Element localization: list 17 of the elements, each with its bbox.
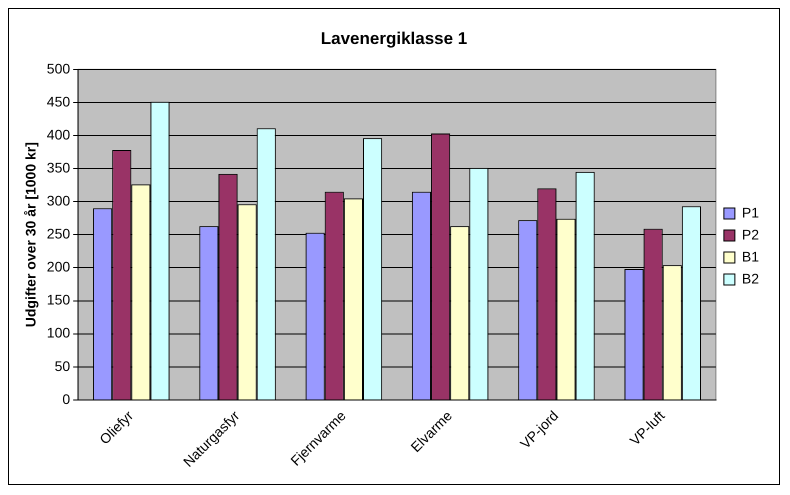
y-axis-title: Udgifter over 30 år [1000 kr] [22, 142, 38, 328]
y-tick-label: 50 [54, 358, 70, 374]
y-tick-label: 450 [46, 93, 70, 110]
y-tick-label: 200 [46, 258, 70, 275]
y-tick-label: 350 [46, 159, 70, 176]
y-tick-label: 300 [46, 192, 70, 208]
legend-label: P2 [742, 226, 760, 242]
legend-label: P1 [742, 204, 760, 220]
y-tick-label: 100 [46, 324, 70, 341]
y-tick-label: 150 [46, 292, 70, 308]
chart-title: Lavenergiklasse 1 [320, 28, 468, 48]
y-tick-label: 500 [46, 60, 70, 76]
y-tick-label: 250 [46, 226, 70, 242]
legend-label: B1 [742, 248, 760, 264]
legend-label: B2 [742, 270, 760, 286]
y-tick-label: 400 [46, 126, 70, 142]
y-tick-label: 0 [62, 390, 70, 407]
